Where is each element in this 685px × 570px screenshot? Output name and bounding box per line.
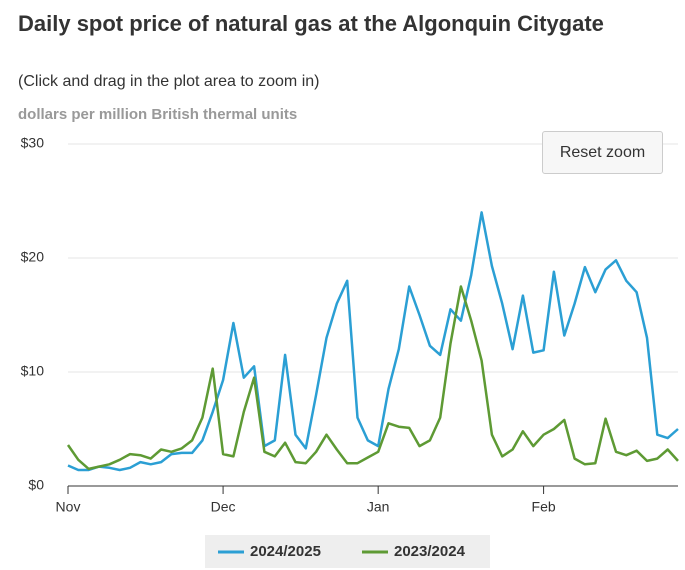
legend-label: 2024/2025 [250,543,321,560]
chart-title: Daily spot price of natural gas at the A… [18,11,604,36]
chart-subtitle: (Click and drag in the plot area to zoom… [18,73,320,90]
reset-zoom-button[interactable]: Reset zoom [542,131,663,174]
y-tick-label: $10 [21,363,45,379]
series-line [67,211,679,472]
legend-box [205,535,490,568]
x-tick-label: Dec [211,499,236,515]
x-tick-label: Nov [56,499,81,515]
y-tick-label: $30 [21,135,45,151]
y-axis-label: dollars per million British thermal unit… [18,106,298,123]
x-tick-label: Jan [367,499,390,515]
y-tick-label: $20 [21,249,45,265]
legend-label: 2023/2024 [394,543,466,560]
y-tick-label: $0 [28,477,44,493]
x-tick-label: Feb [532,499,556,515]
series-line [66,285,679,471]
